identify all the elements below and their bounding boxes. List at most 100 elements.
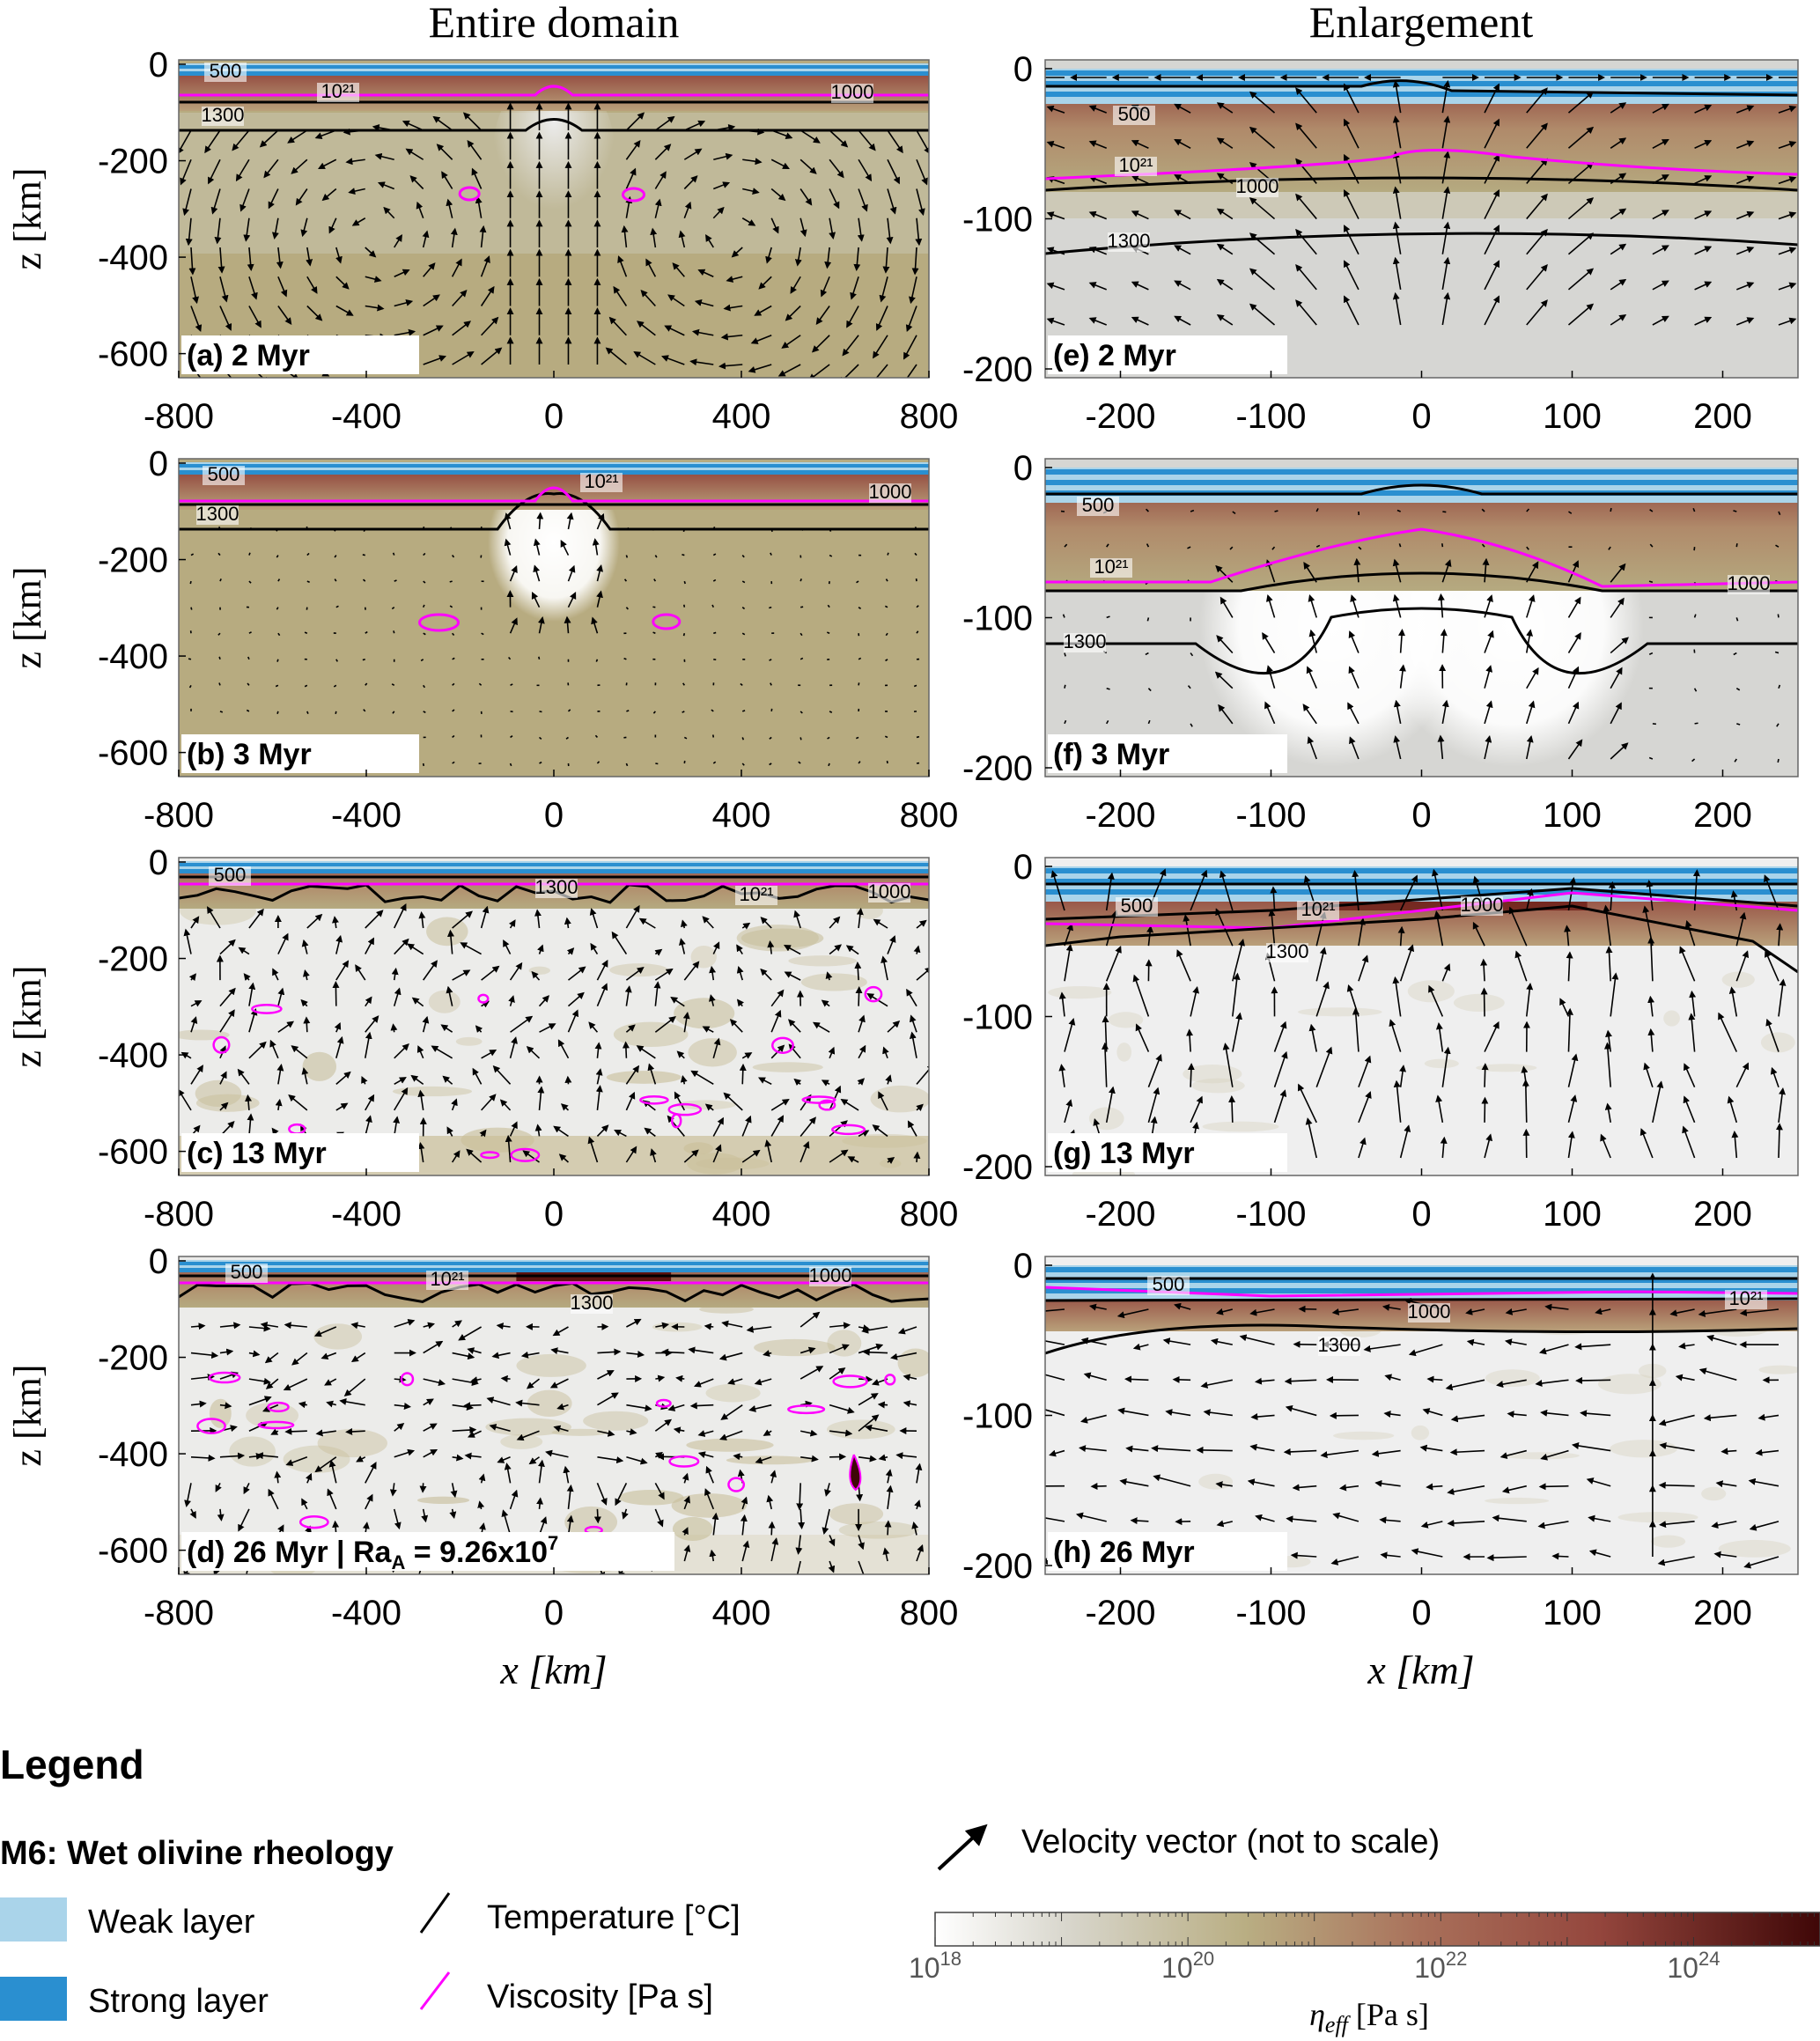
velocity-vector	[829, 1367, 846, 1380]
velocity-vector	[626, 1318, 642, 1328]
velocity-vector	[275, 684, 279, 688]
x-tick-label: -200	[1085, 1594, 1155, 1632]
contour-label-1000-bg	[868, 883, 910, 903]
velocity-vector	[796, 1483, 804, 1511]
velocity-vector	[247, 1113, 254, 1137]
velocity-vector	[219, 1402, 232, 1410]
velocity-vector	[550, 1347, 569, 1355]
velocity-vector	[335, 960, 350, 981]
lithosphere	[1045, 494, 1798, 591]
velocity-vector	[185, 217, 193, 247]
velocity-vector	[553, 1125, 569, 1138]
velocity-vector	[509, 962, 523, 981]
velocity-vector	[770, 188, 786, 202]
velocity-vector	[243, 217, 251, 242]
velocity-vector	[1778, 211, 1797, 220]
viscosity-contour-blob	[668, 1455, 700, 1468]
velocity-vector	[861, 1326, 888, 1334]
velocity-vector	[624, 985, 632, 1006]
viscosity-label: Viscosity [Pa s]	[487, 1978, 713, 2015]
velocity-vector	[1694, 104, 1713, 114]
velocity-vector	[683, 1149, 699, 1163]
velocity-vector	[416, 201, 424, 219]
velocity-vector	[452, 290, 468, 307]
velocity-vector	[564, 615, 571, 634]
velocity-vector	[1124, 1375, 1149, 1383]
strong-layer	[1045, 92, 1798, 97]
velocity-vector	[1392, 115, 1402, 149]
velocity-vector	[452, 709, 455, 712]
panel-label-box	[181, 1532, 674, 1571]
velocity-vector	[423, 711, 426, 714]
velocity-vector	[736, 944, 743, 954]
velocity-vector	[248, 552, 251, 556]
viscosity-contour	[179, 486, 929, 503]
velocity-vector	[1106, 615, 1110, 619]
velocity-vector	[247, 247, 254, 272]
velocity-vector	[219, 987, 236, 1007]
colorbar-tick-labels: 1018 1020 1022 1024	[909, 1948, 1721, 1984]
velocity-vector	[1652, 103, 1669, 114]
velocity-vector	[475, 195, 483, 218]
viscosity-contour-blob	[771, 1036, 794, 1054]
velocity-vector	[1778, 105, 1797, 114]
velocity-vector	[537, 616, 545, 634]
velocity-vector	[1216, 208, 1234, 220]
z-tick-label: -400	[98, 637, 168, 676]
velocity-vector	[315, 1429, 336, 1437]
z-tick-label: -200	[98, 1339, 168, 1378]
velocity-vector	[887, 158, 900, 185]
velocity-vector	[421, 1508, 429, 1523]
velocity-vector	[274, 1470, 282, 1484]
velocity-vector	[1088, 105, 1108, 114]
velocity-vector	[683, 175, 698, 190]
velocity-vector	[567, 966, 586, 981]
velocity-vector	[528, 1456, 540, 1465]
velocity-vector	[538, 995, 550, 1007]
velocity-vector	[829, 1535, 836, 1547]
velocity-vector	[713, 631, 717, 634]
z-tick-label: -100	[962, 201, 1033, 239]
panel-right-2-content	[1045, 858, 1798, 1175]
velocity-vector	[903, 1400, 917, 1408]
velocity-vector	[683, 1544, 691, 1562]
velocity-vector	[217, 552, 221, 556]
velocity-vector	[1735, 282, 1755, 291]
left-panels: 500 10²¹ 1000 1300 (a) 2 Myr 0 -200 -400 -600 z […	[6, 46, 958, 1632]
z-tick-label: -200	[962, 350, 1033, 389]
temperature-label: Temperature [°C]	[487, 1899, 741, 1936]
velocity-vector	[423, 1423, 438, 1432]
velocity-vector	[672, 262, 685, 277]
velocity-vector	[661, 355, 685, 365]
mantle-texture	[1758, 1365, 1798, 1374]
velocity-vector	[409, 175, 424, 190]
velocity-vector	[614, 1129, 627, 1138]
velocity-vector	[857, 217, 865, 242]
velocity-vector	[304, 684, 308, 688]
velocity-vector	[1147, 719, 1151, 725]
velocity-vector	[827, 631, 830, 634]
velocity-vector	[858, 1560, 865, 1574]
velocity-vector	[567, 564, 576, 582]
z-axis-label: z [km]	[6, 965, 49, 1067]
velocity-vector	[556, 1403, 569, 1411]
velocity-vector	[264, 1352, 279, 1364]
velocity-vector	[335, 1071, 351, 1085]
velocity-vector	[729, 1019, 743, 1033]
velocity-vector	[539, 711, 542, 713]
velocity-vector	[683, 120, 706, 131]
strong-layer	[179, 464, 929, 468]
panel-right-1-content	[1045, 459, 1798, 777]
velocity-vector	[276, 659, 279, 662]
velocity-vector	[1295, 299, 1317, 326]
velocity-vector	[470, 1376, 482, 1384]
velocity-vector	[219, 306, 232, 331]
velocity-vector	[911, 1521, 919, 1536]
x-tick-label: 0	[544, 1195, 564, 1234]
velocity-vector	[305, 1472, 313, 1484]
viscosity-contour-blob	[727, 1477, 746, 1492]
velocity-vector	[760, 917, 772, 929]
velocity-vector	[1174, 138, 1191, 149]
velocity-vector	[536, 512, 544, 530]
velocity-vector	[348, 188, 365, 195]
